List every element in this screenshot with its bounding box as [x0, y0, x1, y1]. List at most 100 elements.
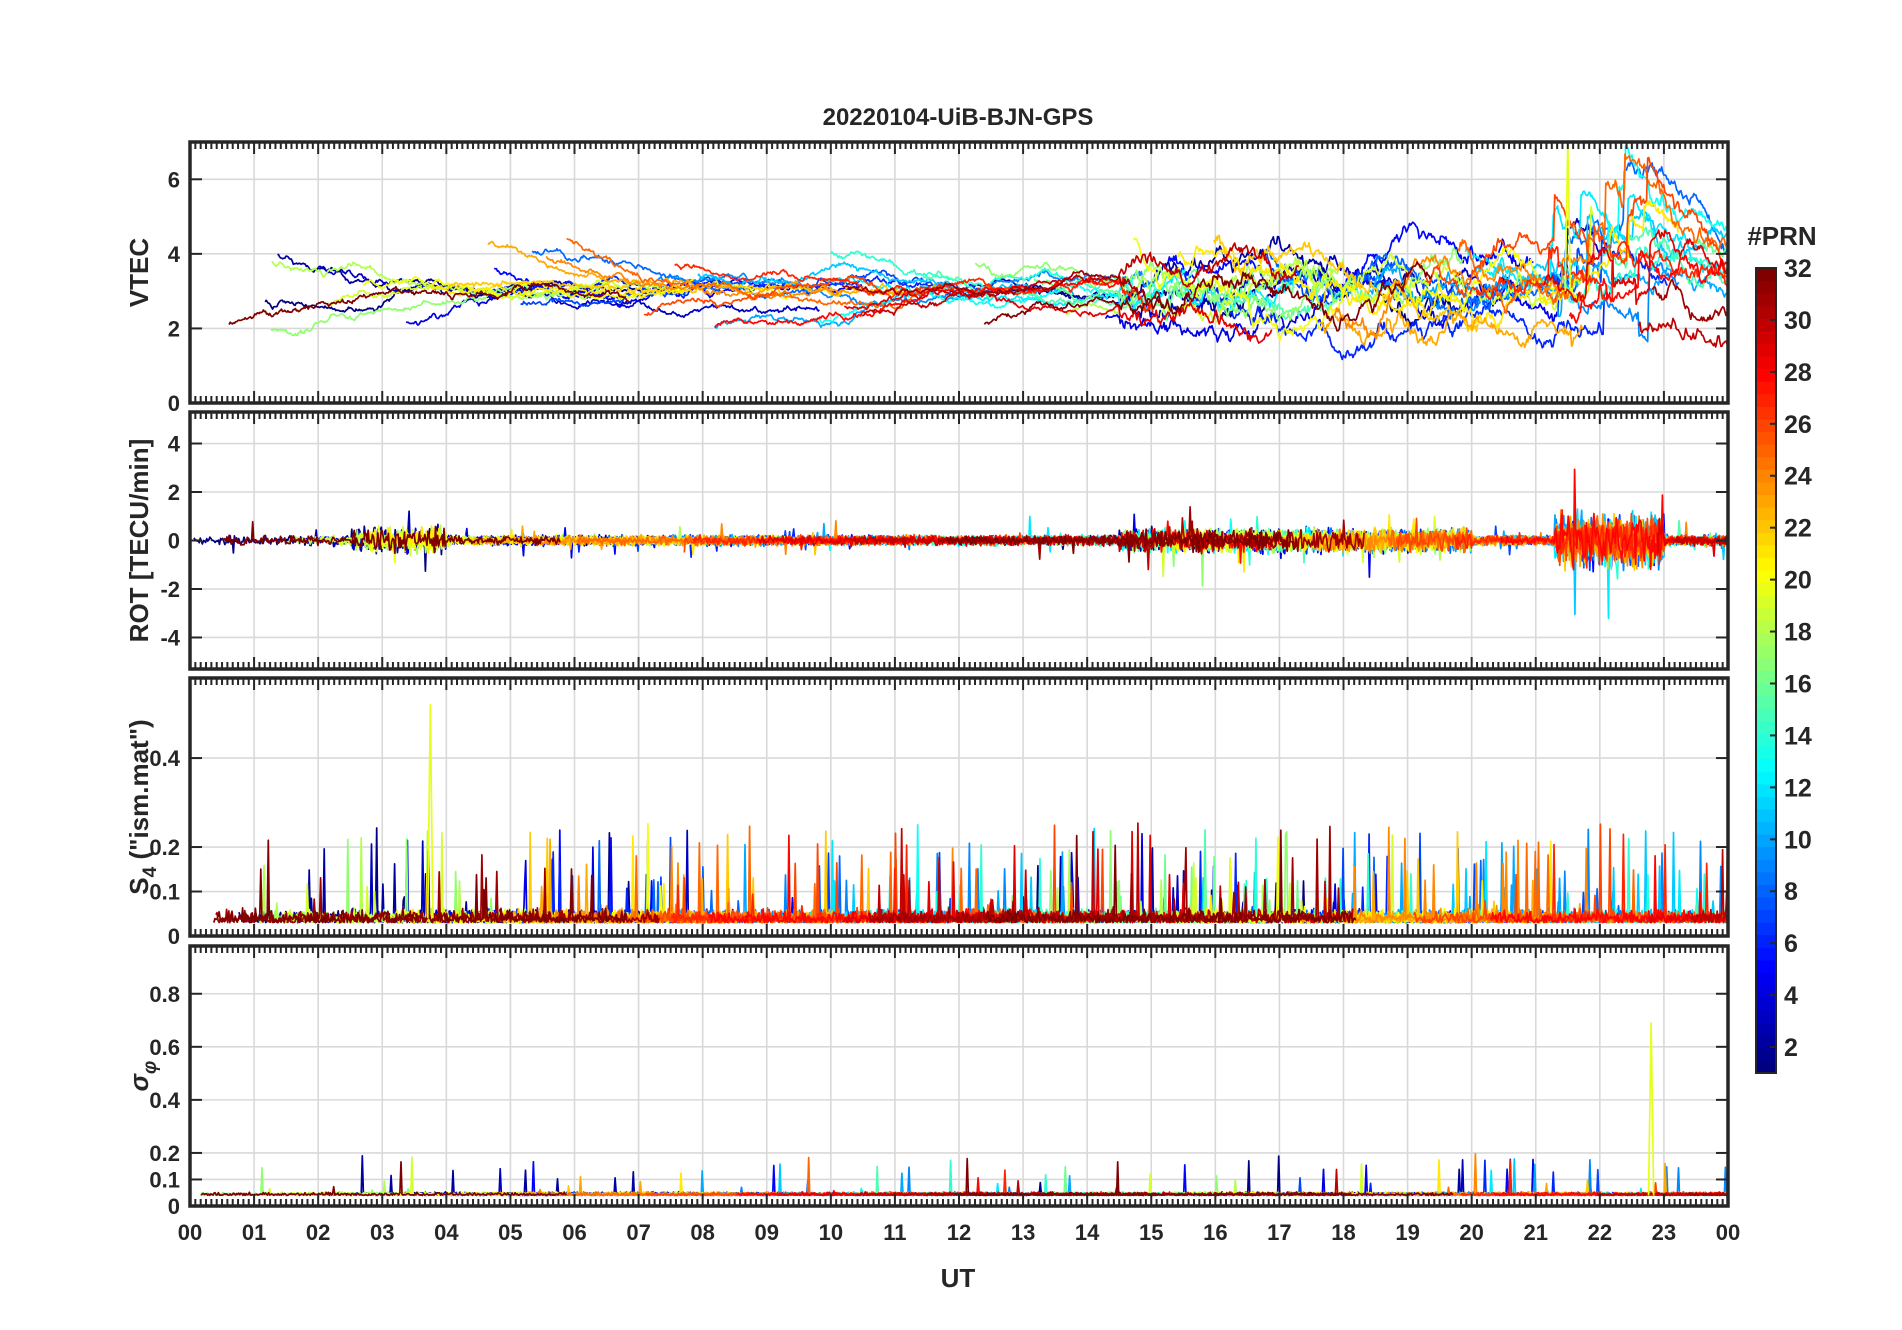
colorbar-swatch: [1756, 620, 1776, 634]
series-line-prn-28: [1499, 468, 1728, 571]
colorbar-swatch: [1756, 406, 1776, 420]
series-line-prn-24: [1333, 254, 1596, 340]
series-line-prn-30: [1690, 848, 1728, 924]
series-line-prn-32: [212, 839, 627, 924]
colorbar-swatch: [1756, 1047, 1776, 1062]
series-line-prn-24: [545, 255, 844, 301]
colorbar-swatch: [1756, 984, 1776, 999]
x-tick-label: 03: [370, 1220, 394, 1245]
colorbar-swatch: [1756, 1010, 1776, 1024]
series-line-prn-25: [1457, 153, 1728, 314]
x-tick-label: 16: [1203, 1220, 1227, 1245]
colorbar-swatch: [1756, 268, 1776, 282]
x-tick-label: 20: [1459, 1220, 1483, 1245]
colorbar-swatch: [1756, 318, 1776, 332]
colorbar-tick-label: 24: [1784, 463, 1812, 491]
colorbar-swatch: [1756, 1035, 1776, 1049]
colorbar-swatch: [1756, 934, 1776, 948]
x-tick-label: 18: [1331, 1220, 1355, 1245]
series-line-prn-15: [870, 1165, 1254, 1197]
series-line-prn-32: [985, 829, 1357, 924]
series-group: [212, 703, 1728, 924]
colorbar-swatch: [1756, 1022, 1776, 1036]
series-line-prn-29: [1648, 910, 1728, 924]
colorbar-swatch: [1756, 972, 1776, 986]
colorbar-swatch: [1756, 821, 1776, 835]
y-tick-label: 4: [168, 432, 181, 457]
colorbar-swatch: [1756, 444, 1776, 458]
x-tick-label: 02: [306, 1220, 330, 1245]
series-line-prn-30: [1637, 317, 1728, 348]
x-tick-label: 12: [947, 1220, 971, 1245]
colorbar-tick-label: 2: [1784, 1034, 1798, 1062]
colorbar-swatch: [1756, 356, 1776, 370]
panel-frame: [188, 140, 1730, 405]
colorbar-tick-label: 4: [1784, 982, 1798, 1010]
y-tick-label: 0.2: [149, 835, 180, 860]
y-tick-label: 0.8: [149, 982, 180, 1007]
colorbar-swatch: [1756, 481, 1776, 496]
colorbar-swatch: [1756, 720, 1776, 734]
colorbar-tick-label: 10: [1784, 826, 1812, 854]
series-line-prn-31: [841, 269, 1164, 309]
series-line-prn-32: [953, 1157, 1454, 1197]
colorbar-swatch: [1756, 708, 1776, 722]
colorbar-swatch: [1756, 532, 1776, 546]
colorbar-tick-label: 14: [1784, 722, 1812, 750]
x-tick-label: 07: [626, 1220, 650, 1245]
peak-mark: [1647, 1022, 1655, 1196]
y-tick-label: 0.1: [149, 880, 180, 905]
series-line-prn-32: [946, 528, 1298, 563]
series-line-prn-32: [228, 282, 630, 325]
colorbar-swatch: [1756, 582, 1776, 596]
colorbar-swatch: [1756, 305, 1776, 319]
colorbar-tick-label: 16: [1784, 670, 1812, 698]
colorbar-swatch: [1756, 796, 1776, 810]
panel-frame: [188, 944, 1730, 1208]
y-axis-label: S4 ("ism.mat"): [124, 719, 161, 894]
colorbar-tick-label: 12: [1784, 774, 1812, 802]
colorbar-swatch: [1756, 695, 1776, 709]
x-tick-label: 17: [1267, 1220, 1291, 1245]
series-line-prn-9: [1423, 1159, 1728, 1197]
panel-frame: [188, 676, 1730, 938]
colorbar-swatch: [1756, 1060, 1776, 1074]
y-tick-label: -4: [160, 625, 180, 650]
colorbar-swatch: [1756, 456, 1776, 470]
series-line-prn-17: [199, 1166, 537, 1197]
colorbar-swatch: [1756, 859, 1776, 873]
colorbar-swatch: [1756, 834, 1776, 848]
x-tick-label: 10: [819, 1220, 843, 1245]
x-tick-label: 00: [178, 1220, 202, 1245]
x-tick-label: 05: [498, 1220, 522, 1245]
series-line-prn-28: [1568, 250, 1728, 324]
panel-1: 0 2 4 6 VTEC: [124, 140, 1730, 416]
series-line-prn-31: [1651, 278, 1728, 322]
panel-4: 00.10.2 0.4 0.6 0.8 σφ: [124, 944, 1730, 1219]
colorbar-swatch: [1756, 280, 1776, 294]
colorbar-swatch: [1756, 506, 1776, 521]
series-line-prn-16: [924, 1165, 1428, 1197]
chart-title: 20220104-UiB-BJN-GPS: [823, 104, 1094, 131]
colorbar-swatch: [1756, 997, 1776, 1011]
colorbar-swatch: [1756, 846, 1776, 860]
series-group: [193, 468, 1728, 620]
colorbar-swatch: [1756, 959, 1776, 973]
series-line-prn-5: [417, 1160, 783, 1197]
x-tick-label: 01: [242, 1220, 266, 1245]
series-line-prn-3: [321, 1167, 811, 1197]
colorbar-swatch: [1756, 645, 1776, 659]
colorbar-swatch: [1756, 808, 1776, 823]
colorbar-tick-label: 26: [1784, 411, 1812, 439]
series-line-prn-12: [1464, 1169, 1728, 1197]
grid: [189, 946, 1729, 1207]
series-line-prn-3: [318, 266, 820, 319]
y-axis-label: ROT [TECU/min]: [124, 439, 154, 643]
x-axis: 00 01 02 03 04 05 06 07 08 09 10 11 12 13 14 15 16 17 18 19…: [178, 1220, 1740, 1245]
colorbar-tick-label: 30: [1784, 307, 1812, 335]
colorbar-swatch: [1756, 330, 1776, 345]
colorbar-swatch: [1756, 758, 1776, 772]
series-line-prn-19: [1159, 205, 1594, 323]
series-line-prn-2: [1077, 1168, 1463, 1197]
